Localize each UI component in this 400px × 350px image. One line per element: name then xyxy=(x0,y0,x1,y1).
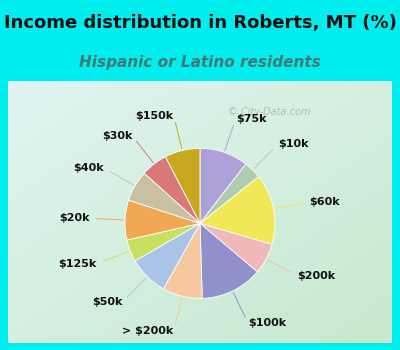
Text: $100k: $100k xyxy=(248,318,286,328)
Wedge shape xyxy=(127,223,200,261)
Text: $60k: $60k xyxy=(309,197,339,207)
Wedge shape xyxy=(200,223,257,298)
Wedge shape xyxy=(200,223,272,272)
Text: $40k: $40k xyxy=(74,163,104,173)
Wedge shape xyxy=(200,177,275,244)
Text: $10k: $10k xyxy=(278,139,308,149)
Text: $30k: $30k xyxy=(102,131,132,141)
Wedge shape xyxy=(144,157,200,223)
Text: © City-Data.com: © City-Data.com xyxy=(228,107,310,117)
Wedge shape xyxy=(200,164,259,223)
Text: > $200k: > $200k xyxy=(122,326,174,336)
Wedge shape xyxy=(125,200,200,240)
Text: $200k: $200k xyxy=(298,271,336,281)
Text: Income distribution in Roberts, MT (%): Income distribution in Roberts, MT (%) xyxy=(4,14,396,32)
Wedge shape xyxy=(164,223,202,299)
Wedge shape xyxy=(135,223,200,289)
Text: Hispanic or Latino residents: Hispanic or Latino residents xyxy=(79,55,321,70)
Wedge shape xyxy=(200,148,246,223)
Text: $75k: $75k xyxy=(236,113,266,124)
Wedge shape xyxy=(129,173,200,223)
Text: $50k: $50k xyxy=(92,297,122,307)
Wedge shape xyxy=(166,148,200,223)
Text: $150k: $150k xyxy=(136,111,174,121)
Text: $125k: $125k xyxy=(59,259,97,269)
Text: $20k: $20k xyxy=(59,214,89,223)
